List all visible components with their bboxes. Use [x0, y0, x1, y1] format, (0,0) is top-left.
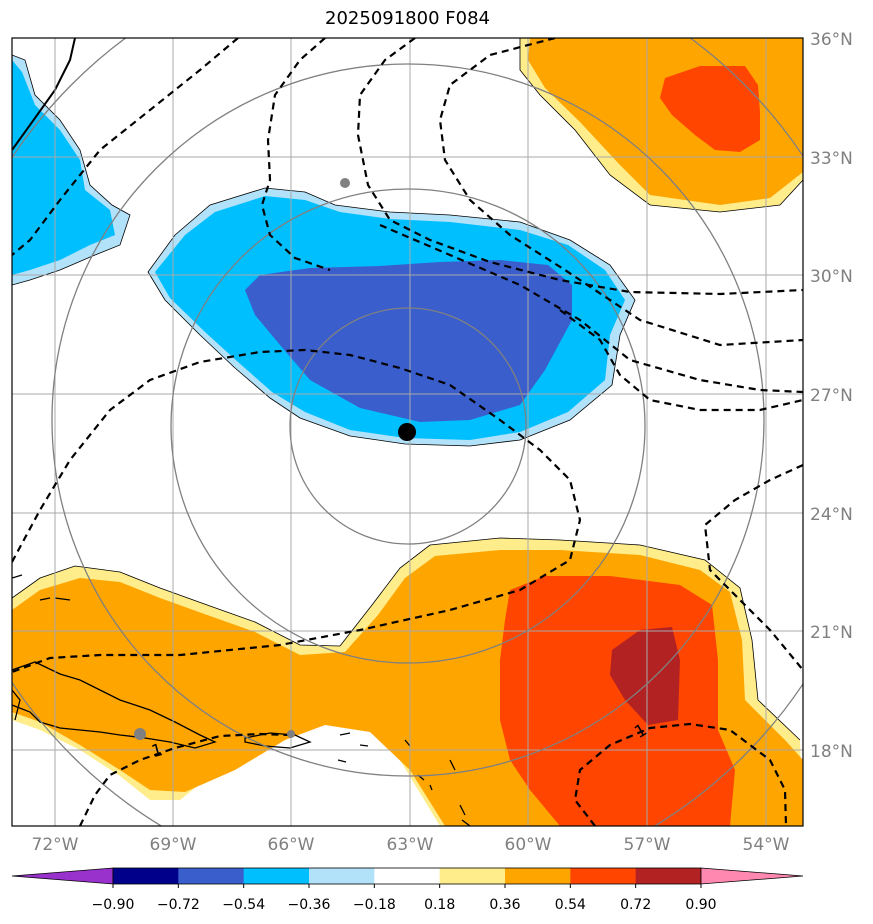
map-frame [11, 37, 804, 827]
colorbar-segment [439, 868, 506, 884]
strong-warm-core-south [500, 576, 735, 826]
range-rings [12, 38, 803, 826]
colorbar: −0.90 −0.72 −0.54 −0.36 −0.18 0.18 0.36 0.54 0.7… [11, 867, 804, 913]
lon-label-63: 63°W [387, 835, 434, 855]
coastlines [12, 38, 471, 826]
colorbar-segment [374, 868, 441, 884]
colorbar-segment [113, 868, 179, 884]
latitude-labels: 36°N 33°N 30°N 27°N 24°N 21°N 18°N [810, 30, 853, 762]
lat-label-30: 30°N [810, 267, 853, 287]
lat-label-18: 18°N [810, 742, 853, 762]
lon-label-72: 72°W [32, 835, 79, 855]
dashed-contours [12, 38, 803, 826]
colorbar-tick-label: 0.18 [424, 897, 455, 913]
map-area: 1 1 [12, 38, 803, 826]
colorbar-tick-label: −0.90 [92, 897, 135, 913]
strong-cool-core [245, 260, 572, 422]
lat-label-36: 36°N [810, 30, 853, 50]
lon-label-60: 60°W [505, 835, 552, 855]
colorbar-tick-label: −0.54 [222, 897, 265, 913]
longitude-labels: 72°W 69°W 66°W 63°W 60°W 57°W 54°W [32, 835, 790, 855]
lat-label-24: 24°N [810, 505, 853, 525]
contour-label-west: 1 [149, 740, 165, 762]
colorbar-tick-label: −0.72 [157, 897, 200, 913]
colorbar-tick-label: −0.36 [288, 897, 331, 913]
colorbar-segment [309, 868, 375, 884]
colorbar-tick-label: 0.72 [620, 897, 651, 913]
colorbar-segment [243, 868, 310, 884]
storm-center-marker [398, 423, 416, 441]
anomaly-outlines [12, 38, 803, 741]
station-marker-southwest [134, 728, 146, 740]
colorbar-segment [178, 868, 245, 884]
lat-label-33: 33°N [810, 149, 853, 169]
lon-label-69: 69°W [150, 835, 197, 855]
lon-label-57: 57°W [624, 835, 671, 855]
colorbar-tick-label: −0.18 [353, 897, 396, 913]
colorbar-tick-label: 0.54 [555, 897, 586, 913]
station-marker-south [287, 730, 295, 738]
map-title: 2025091800 F084 [325, 8, 490, 29]
colorbar-extend-low [11, 867, 114, 885]
lat-label-21: 21°N [810, 623, 853, 643]
lon-label-54: 54°W [743, 835, 790, 855]
colorbar-extend-high [700, 867, 804, 885]
lat-label-27: 27°N [810, 386, 853, 406]
colorbar-tick-label: 0.36 [489, 897, 520, 913]
colorbar-segment [570, 868, 637, 884]
colorbar-segment [635, 868, 702, 884]
lon-label-66: 66°W [268, 835, 315, 855]
colorbar-tick-label: 0.90 [685, 897, 716, 913]
station-marker-north [340, 178, 350, 188]
colorbar-segment [505, 868, 571, 884]
strong-warm-core-northeast [660, 66, 760, 152]
